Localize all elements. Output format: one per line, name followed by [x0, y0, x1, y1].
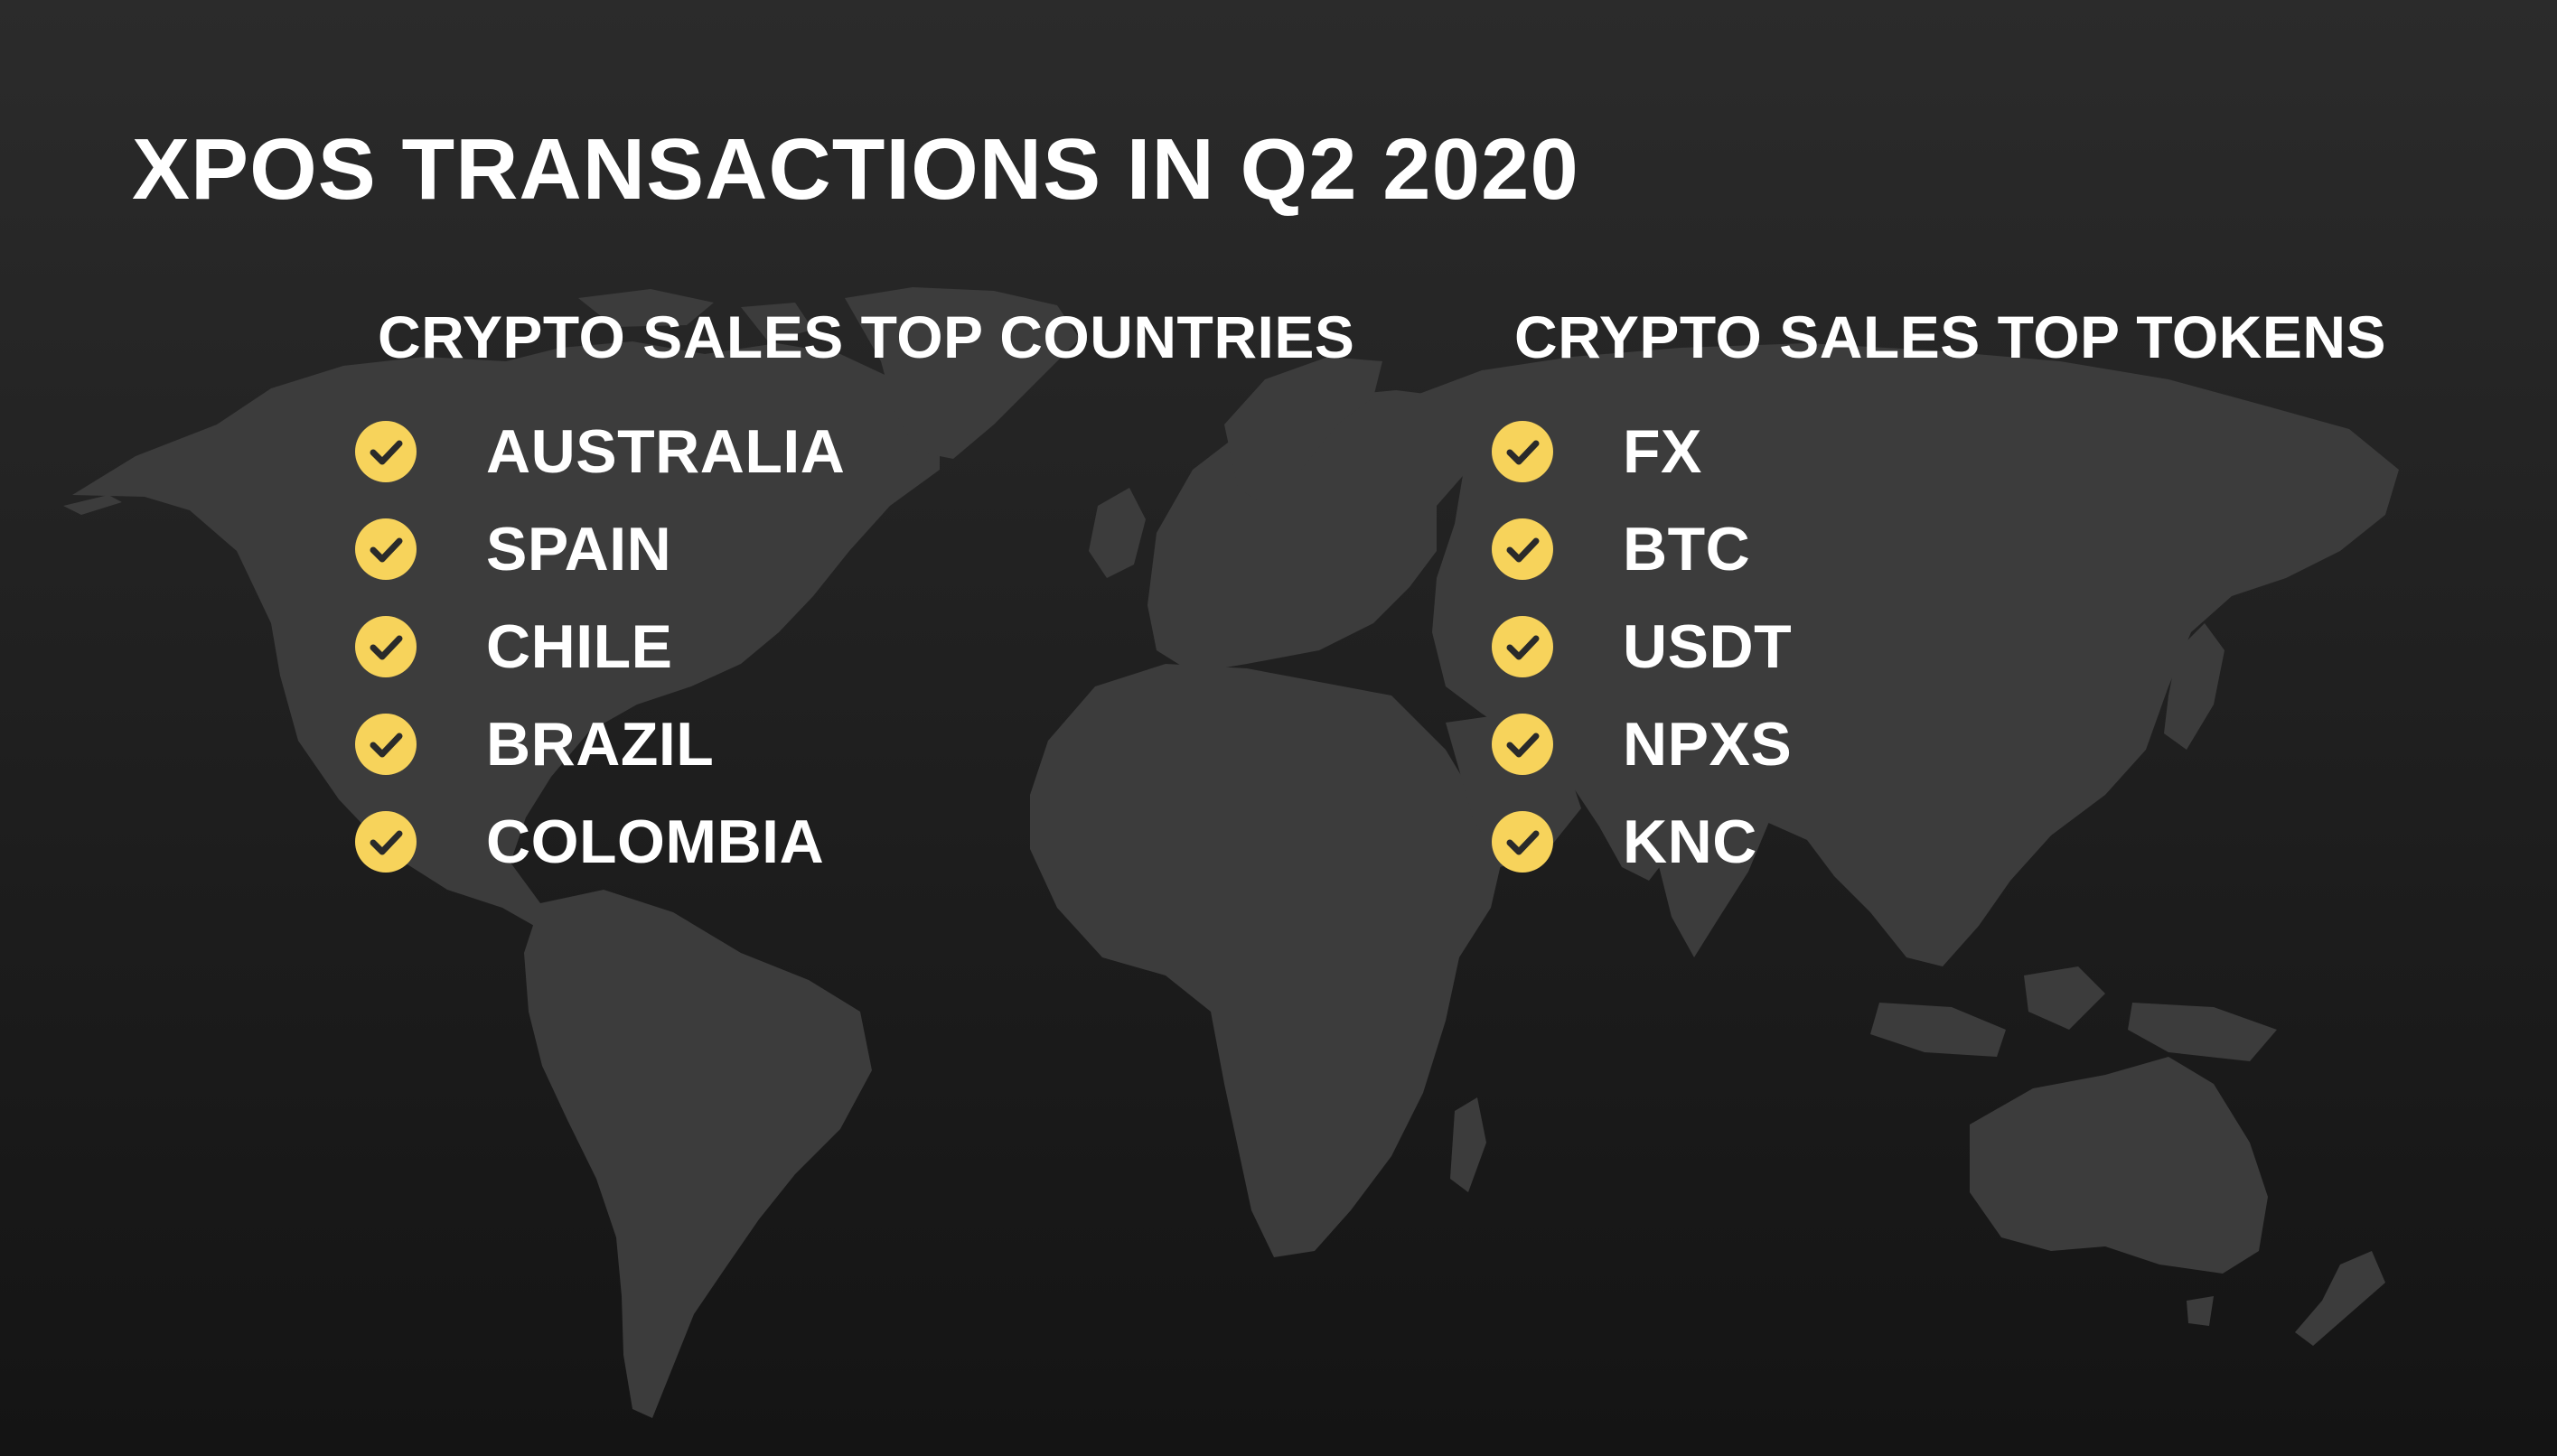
map-europe: [1147, 390, 1482, 673]
map-australia: [1970, 1057, 2268, 1274]
map-japan: [2164, 623, 2224, 750]
page-title: XPOS TRANSACTIONS IN Q2 2020: [132, 121, 1579, 218]
check-circle-icon: [355, 616, 417, 677]
map-india: [1653, 795, 1771, 957]
map-southeast-asia-islands: [1870, 966, 2277, 1061]
check-circle-icon: [1492, 714, 1553, 775]
list-item: USDT: [1491, 598, 2386, 695]
country-label: BRAZIL: [486, 710, 715, 779]
check-circle-icon: [1492, 518, 1553, 580]
map-aleutian-islands: [63, 495, 122, 515]
token-label: USDT: [1623, 612, 1793, 681]
check-circle-icon: [1492, 616, 1553, 677]
list-item: COLOMBIA: [354, 793, 1354, 891]
token-label: NPXS: [1623, 710, 1793, 779]
map-british-isles: [1089, 488, 1146, 578]
country-label: COLOMBIA: [486, 807, 825, 876]
map-africa: [1030, 664, 1504, 1257]
map-north-america: [72, 341, 940, 930]
list-item: AUSTRALIA: [354, 403, 1354, 500]
map-greenland: [845, 287, 1080, 459]
check-circle-icon: [355, 421, 417, 482]
list-item: FX: [1491, 403, 2386, 500]
check-circle-icon: [355, 811, 417, 873]
top-tokens-list: FX BTC USDT NPXS KNC: [1491, 403, 2386, 891]
check-circle-icon: [355, 518, 417, 580]
list-item: BRAZIL: [354, 695, 1354, 793]
check-circle-icon: [1492, 421, 1553, 482]
token-label: KNC: [1623, 807, 1757, 876]
country-label: AUSTRALIA: [486, 417, 846, 486]
country-label: SPAIN: [486, 515, 672, 583]
country-label: CHILE: [486, 612, 673, 681]
list-item: BTC: [1491, 500, 2386, 598]
check-circle-icon: [1492, 811, 1553, 873]
top-countries-section: CRYPTO SALES TOP COUNTRIES AUSTRALIA SPA…: [354, 307, 1354, 891]
list-item: NPXS: [1491, 695, 2386, 793]
map-scandinavia: [1224, 357, 1382, 506]
map-south-america: [524, 890, 872, 1418]
map-new-zealand: [2295, 1251, 2385, 1346]
token-label: FX: [1623, 417, 1702, 486]
list-item: CHILE: [354, 598, 1354, 695]
map-arctic-islands: [578, 289, 813, 341]
check-circle-icon: [355, 714, 417, 775]
map-tasmania: [2187, 1296, 2214, 1326]
list-item: SPAIN: [354, 500, 1354, 598]
top-tokens-heading: CRYPTO SALES TOP TOKENS: [1514, 303, 2387, 370]
list-item: KNC: [1491, 793, 2386, 891]
top-countries-list: AUSTRALIA SPAIN CHILE BRAZIL COLOMBIA: [354, 403, 1354, 891]
top-countries-heading: CRYPTO SALES TOP COUNTRIES: [378, 303, 1355, 370]
token-label: BTC: [1623, 515, 1751, 583]
top-tokens-section: CRYPTO SALES TOP TOKENS FX BTC USDT NPXS…: [1491, 307, 2386, 891]
map-madagascar: [1450, 1097, 1486, 1192]
